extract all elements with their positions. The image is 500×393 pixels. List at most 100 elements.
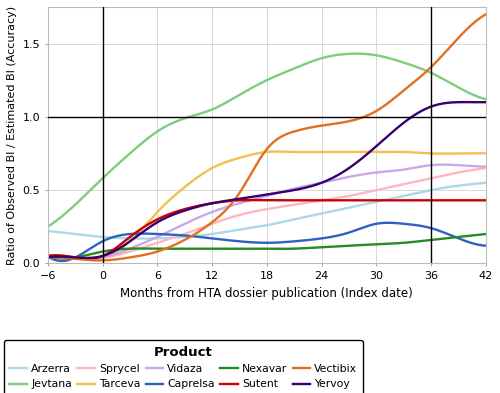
Jevtana [483, 97, 489, 102]
Line: Sutent: Sutent [48, 200, 486, 259]
Tarceva [188, 179, 194, 184]
Tarceva [366, 150, 372, 154]
Yervoy [364, 152, 370, 156]
Y-axis label: Ratio of Observed BI / Estimated BI (Accuracy): Ratio of Observed BI / Estimated BI (Acc… [7, 6, 17, 265]
Vectibix [45, 255, 51, 260]
Caprelsa [59, 259, 65, 263]
Vidaza [45, 253, 51, 258]
Sprycel [362, 190, 368, 195]
Vectibix [96, 258, 102, 263]
Line: Sprycel: Sprycel [48, 168, 486, 258]
Sutent [247, 198, 253, 202]
Sutent [322, 198, 328, 203]
Sprycel [322, 198, 328, 202]
Sutent [363, 198, 369, 203]
Sutent [45, 253, 51, 258]
Caprelsa [98, 239, 104, 244]
Sprycel [188, 229, 194, 234]
Tarceva [483, 151, 489, 156]
Vidaza [440, 162, 446, 167]
Vidaza [188, 218, 194, 223]
Yervoy [483, 100, 489, 105]
Nexavar [220, 246, 226, 251]
Vidaza [98, 255, 104, 260]
Arzerra [483, 180, 489, 185]
Jevtana [188, 114, 194, 119]
Vectibix [322, 123, 328, 128]
Nexavar [188, 246, 194, 251]
Arzerra [188, 234, 194, 239]
Line: Vectibix: Vectibix [48, 14, 486, 261]
Sutent [188, 205, 194, 210]
Vidaza [88, 256, 94, 261]
Line: Caprelsa: Caprelsa [48, 223, 486, 261]
Nexavar [98, 250, 104, 254]
Vectibix [220, 211, 226, 216]
Sutent [366, 198, 372, 203]
Tarceva [220, 161, 226, 166]
Vectibix [364, 113, 370, 118]
Caprelsa [220, 237, 226, 242]
Line: Vidaza: Vidaza [48, 165, 486, 258]
Arzerra [364, 201, 370, 206]
Arzerra [362, 202, 368, 207]
Jevtana [354, 51, 360, 56]
Yervoy [362, 153, 368, 158]
Nexavar [364, 242, 370, 247]
Tarceva [274, 149, 280, 154]
Caprelsa [483, 243, 489, 248]
Tarceva [45, 253, 51, 258]
Sprycel [98, 255, 104, 260]
Yervoy [460, 100, 466, 105]
Sutent [98, 254, 104, 259]
Nexavar [483, 231, 489, 236]
Nexavar [322, 245, 328, 250]
Sprycel [483, 166, 489, 171]
Jevtana [362, 51, 368, 56]
Tarceva [322, 150, 328, 154]
Line: Tarceva: Tarceva [48, 152, 486, 259]
Line: Jevtana: Jevtana [48, 53, 486, 227]
Vectibix [188, 234, 194, 239]
Nexavar [45, 253, 51, 258]
Sprycel [364, 190, 370, 195]
Tarceva [98, 255, 104, 260]
Arzerra [98, 234, 103, 239]
Nexavar [362, 242, 368, 247]
Yervoy [322, 179, 328, 184]
Caprelsa [188, 234, 194, 239]
Line: Arzerra: Arzerra [48, 183, 486, 239]
Tarceva [88, 256, 94, 261]
Jevtana [45, 224, 51, 229]
Vectibix [98, 258, 104, 263]
Yervoy [188, 206, 194, 211]
Arzerra [45, 229, 51, 233]
Yervoy [98, 254, 104, 259]
Vidaza [220, 206, 226, 211]
Sutent [483, 198, 489, 203]
Vidaza [364, 171, 370, 176]
Jevtana [98, 178, 103, 183]
Caprelsa [45, 253, 51, 258]
Vectibix [362, 114, 368, 119]
Vidaza [322, 180, 328, 184]
Sprycel [88, 256, 94, 261]
Line: Nexavar: Nexavar [48, 234, 486, 259]
Nexavar [60, 256, 66, 261]
Caprelsa [364, 224, 370, 228]
X-axis label: Months from HTA dossier publication (Index date): Months from HTA dossier publication (Ind… [120, 286, 413, 299]
Jevtana [218, 103, 224, 108]
Caprelsa [385, 220, 391, 225]
Tarceva [363, 150, 369, 154]
Vidaza [362, 172, 368, 176]
Sutent [86, 256, 91, 261]
Arzerra [140, 236, 146, 241]
Yervoy [220, 199, 226, 204]
Sprycel [220, 218, 226, 222]
Arzerra [322, 211, 328, 215]
Jevtana [320, 55, 326, 60]
Yervoy [83, 255, 89, 260]
Yervoy [45, 255, 51, 260]
Sutent [220, 199, 226, 204]
Line: Yervoy: Yervoy [48, 102, 486, 258]
